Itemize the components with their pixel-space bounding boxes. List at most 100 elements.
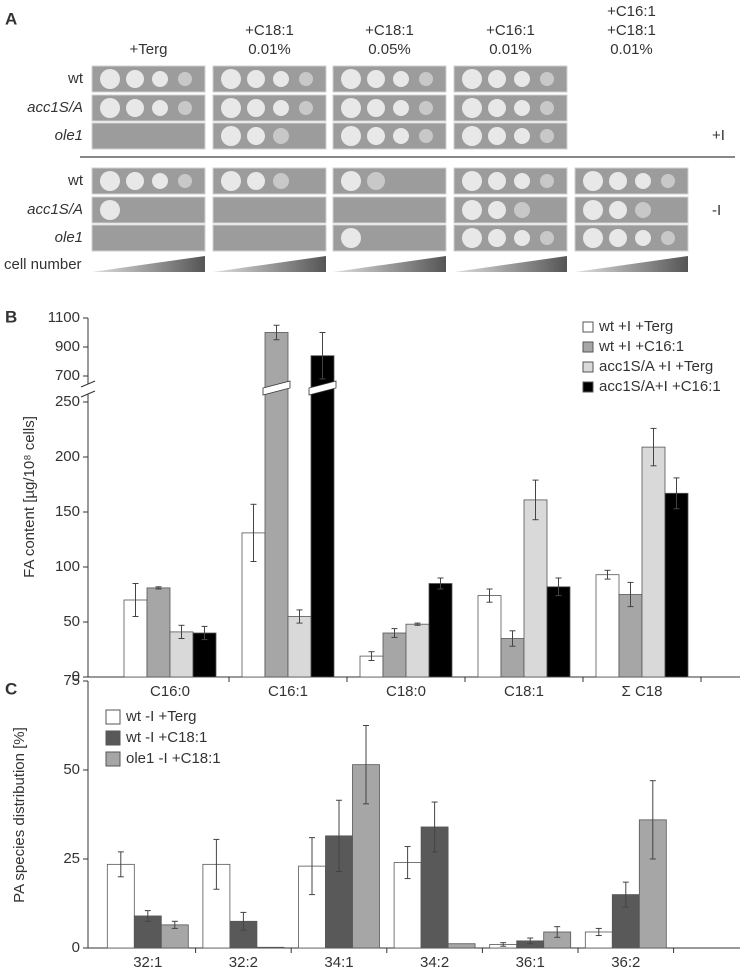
colony-spot <box>178 174 192 188</box>
colony-spot <box>488 99 506 117</box>
bar <box>523 499 548 678</box>
colony-spot <box>419 72 433 86</box>
legend-label: wt +I +Terg <box>598 318 673 335</box>
legend-label: wt -I +C18:1 <box>125 729 207 746</box>
colony-spot <box>488 127 506 145</box>
colony-spot <box>126 70 144 88</box>
colony-spot <box>514 173 530 189</box>
colony-spot <box>152 71 168 87</box>
colony-spot <box>247 172 265 190</box>
colony-spot <box>540 174 554 188</box>
y-tick-label: 25 <box>63 850 80 867</box>
colony-spot <box>462 200 482 220</box>
y-tick-label: 250 <box>55 393 80 410</box>
colony-spot <box>661 231 675 245</box>
colony-spot <box>419 101 433 115</box>
colony-spot <box>152 100 168 116</box>
colony-spot <box>247 99 265 117</box>
colony-spot <box>540 231 554 245</box>
colony-spot <box>247 127 265 145</box>
y-tick-label: 0 <box>72 939 80 956</box>
row-label: ole1 <box>55 229 83 246</box>
legend-swatch <box>105 709 121 725</box>
row-label: wt <box>67 172 84 189</box>
row-label: acc1S/A <box>27 99 83 116</box>
plate <box>91 224 206 252</box>
bar <box>611 894 640 949</box>
colony-spot <box>540 129 554 143</box>
bar <box>256 946 285 949</box>
plate <box>212 196 327 224</box>
condition-label: -I <box>712 202 721 219</box>
legend-swatch <box>582 361 594 373</box>
row-label: acc1S/A <box>27 201 83 218</box>
column-header: +C18:1 <box>365 22 414 39</box>
colony-spot <box>540 72 554 86</box>
colony-spot <box>488 201 506 219</box>
bar <box>664 492 689 678</box>
bar <box>641 446 666 678</box>
x-tick-label: C18:0 <box>386 683 426 700</box>
cell-number-label: cell number <box>4 256 82 273</box>
legend-label: acc1S/A +I +Terg <box>599 358 713 375</box>
colony-spot <box>462 98 482 118</box>
colony-spot <box>488 70 506 88</box>
colony-spot <box>419 129 433 143</box>
legend-swatch <box>105 730 121 746</box>
column-header: 0.05% <box>368 41 411 58</box>
y-tick-label: 0 <box>72 668 80 685</box>
colony-spot <box>341 98 361 118</box>
bar <box>546 586 571 678</box>
column-header: 0.01% <box>489 41 532 58</box>
colony-spot <box>635 173 651 189</box>
colony-spot <box>273 128 289 144</box>
bar-break <box>308 380 337 396</box>
colony-spot <box>221 98 241 118</box>
bar <box>287 616 312 678</box>
colony-spot <box>100 69 120 89</box>
panel-label: C <box>5 679 17 698</box>
y-tick-label: 900 <box>55 338 80 355</box>
colony-spot <box>152 173 168 189</box>
bar <box>146 587 171 678</box>
y-tick-label: 200 <box>55 448 80 465</box>
x-tick-label: 36:1 <box>516 954 545 971</box>
bar <box>595 574 620 678</box>
x-tick-label: 34:2 <box>420 954 449 971</box>
colony-spot <box>661 174 675 188</box>
colony-spot <box>341 171 361 191</box>
colony-spot <box>247 70 265 88</box>
x-tick-label: 32:1 <box>133 954 162 971</box>
y-axis-label: FA content [µg/10⁸ cells] <box>21 416 38 578</box>
colony-spot <box>583 171 603 191</box>
row-label: wt <box>67 70 84 87</box>
dilution-wedge <box>333 256 446 272</box>
y-tick-label: 1100 <box>48 309 80 326</box>
x-tick-label: 36:2 <box>611 954 640 971</box>
colony-spot <box>126 99 144 117</box>
colony-spot <box>273 173 289 189</box>
column-header: +Terg <box>130 41 168 58</box>
colony-spot <box>609 201 627 219</box>
bar <box>477 595 502 678</box>
colony-spot <box>273 100 289 116</box>
dilution-wedge <box>454 256 567 272</box>
colony-spot <box>341 228 361 248</box>
axis-break <box>80 390 96 398</box>
y-tick-label: 75 <box>63 672 80 689</box>
colony-spot <box>462 171 482 191</box>
column-header: +C16:1 <box>607 3 656 20</box>
y-tick-label: 50 <box>63 613 80 630</box>
bar <box>405 623 430 678</box>
colony-spot <box>126 172 144 190</box>
colony-spot <box>367 127 385 145</box>
colony-spot <box>367 70 385 88</box>
legend-label: ole1 -I +C18:1 <box>126 750 221 767</box>
legend-swatch <box>582 341 594 353</box>
dilution-wedge <box>92 256 205 272</box>
colony-spot <box>221 69 241 89</box>
colony-spot <box>540 101 554 115</box>
dilution-wedge <box>213 256 326 272</box>
